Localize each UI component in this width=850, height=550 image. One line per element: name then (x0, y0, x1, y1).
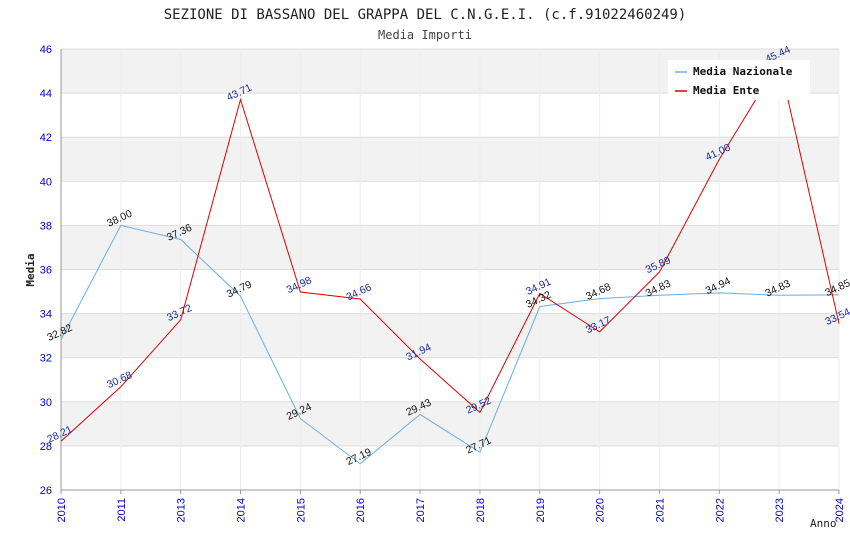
legend-label-media-ente: Media Ente (693, 84, 760, 97)
y-tick-label: 42 (40, 132, 52, 144)
x-tick-label: 2019 (535, 498, 547, 522)
x-axis-label: Anno (810, 517, 837, 530)
grid-band (61, 93, 839, 138)
x-tick-labels: 2010 2011 2013 2014 2015 2016 2017 2018 2019 2020… (56, 498, 846, 522)
x-tick-label: 2020 (595, 498, 607, 522)
x-tick-label: 2014 (236, 498, 248, 522)
x-tick-label: 2017 (415, 498, 427, 522)
x-tick-label: 2021 (654, 498, 666, 522)
chart-bands (61, 49, 839, 490)
x-tick-label: 2022 (714, 498, 726, 522)
y-tick-label: 46 (40, 44, 52, 56)
grid-band (61, 137, 839, 182)
grid-band (61, 313, 839, 358)
y-tick-label: 38 (40, 220, 52, 232)
series-line-media-ente (60, 59, 840, 442)
x-tick-label: 2023 (774, 498, 786, 522)
y-axis-label: Media (24, 253, 37, 286)
grid-band (61, 401, 839, 446)
y-tick-label: 30 (40, 397, 52, 409)
legend-box (668, 60, 810, 100)
y-tick-label: 34 (40, 309, 52, 321)
x-tick-label: 2013 (176, 498, 188, 522)
x-tick-label: 2018 (475, 498, 487, 522)
grid-band (61, 269, 839, 314)
axes (60, 49, 840, 494)
y-tick-label: 26 (40, 485, 52, 497)
chart-title: SEZIONE DI BASSANO DEL GRAPPA DEL C.N.G.… (164, 7, 687, 23)
y-tick-label: 28 (40, 441, 52, 453)
grid-band (61, 445, 839, 490)
x-tick-label: 2011 (116, 498, 128, 522)
y-tick-label: 32 (40, 353, 52, 365)
y-tick-labels: 26 28 30 32 34 36 38 40 42 44 46 (40, 44, 52, 497)
y-tick-label: 44 (40, 88, 52, 100)
y-tick-label: 40 (40, 176, 52, 188)
grid-band (61, 357, 839, 402)
y-tick-label: 36 (40, 265, 52, 277)
legend-label-media-nazionale: Media Nazionale (693, 65, 793, 78)
series-line-media-nazionale (60, 224, 840, 465)
grid-band (61, 225, 839, 270)
x-tick-label: 2016 (355, 498, 367, 522)
x-tick-label: 2010 (56, 498, 68, 522)
legend: Media Nazionale Media Ente (668, 60, 810, 100)
chart-subtitle: Media Importi (378, 28, 472, 42)
x-tick-label: 2024 (834, 498, 846, 522)
x-tick-label: 2015 (295, 498, 307, 522)
grid-band (61, 181, 839, 226)
series-lines (60, 59, 840, 465)
